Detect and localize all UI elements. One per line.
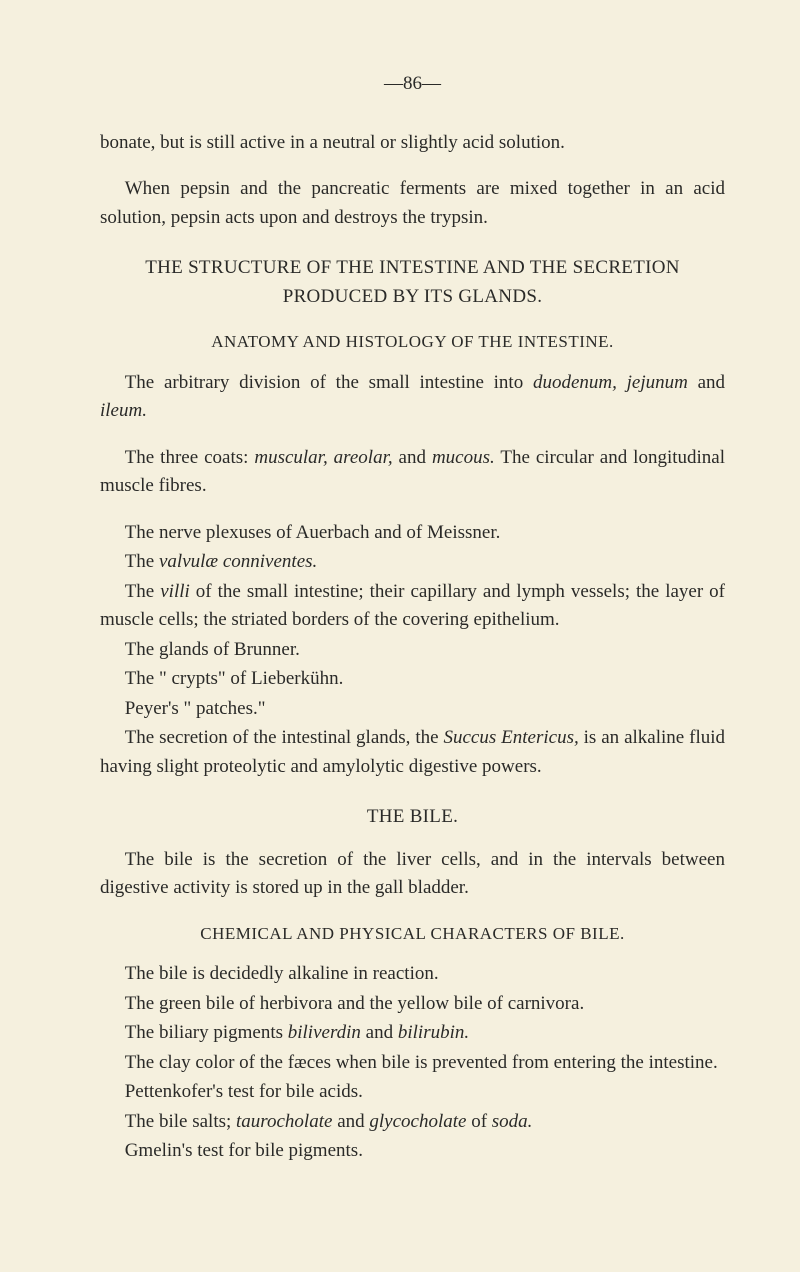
page-number: —86—	[100, 70, 725, 99]
list-item-pettenkofer: Pettenkofer's test for bile acids.	[100, 1078, 725, 1107]
list-item-valvulae: The valvulæ conniventes.	[100, 548, 725, 577]
list-item-clay: The clay color of the fæces when bile is…	[100, 1049, 725, 1078]
list-item-peyer: Peyer's " patches."	[100, 695, 725, 724]
italic-duodenum: duodenum, jejunum	[533, 372, 688, 393]
italic-ileum: ileum.	[100, 400, 147, 421]
text: The	[125, 581, 161, 602]
paragraph-3: The arbitrary division of the small inte…	[100, 369, 725, 426]
italic-villi: villi	[160, 581, 190, 602]
text: The biliary pigments	[125, 1022, 288, 1043]
text: The arbitrary division of the small inte…	[125, 372, 533, 393]
text: The secretion of the intestinal glands, …	[125, 727, 444, 748]
text: and	[332, 1111, 369, 1132]
italic-mucous: mucous.	[432, 447, 495, 468]
text: of the small intestine; their capillary …	[100, 581, 725, 631]
text: and	[688, 372, 725, 393]
list-item-bile-salts: The bile salts; taurocholate and glycoch…	[100, 1108, 725, 1137]
italic-bilirubin: bilirubin.	[398, 1022, 469, 1043]
paragraph-5: The secretion of the intestinal glands, …	[100, 724, 725, 781]
text: and	[361, 1022, 398, 1043]
italic-succus: Succus Entericus,	[443, 727, 578, 748]
italic-valvulae: valvulæ conniventes.	[159, 551, 317, 572]
paragraph-2: When pepsin and the pancreatic ferments …	[100, 175, 725, 232]
heading-bile: THE BILE.	[100, 803, 725, 832]
subheading-anatomy: ANATOMY AND HISTOLOGY OF THE INTESTINE.	[100, 329, 725, 355]
subheading-chemical: CHEMICAL AND PHYSICAL CHARACTERS OF BILE…	[100, 921, 725, 947]
text: and	[393, 447, 432, 468]
paragraph-1: bonate, but is still active in a neutral…	[100, 129, 725, 158]
italic-taurocholate: taurocholate	[236, 1111, 332, 1132]
list-item-brunner: The glands of Brunner.	[100, 636, 725, 665]
list-item-villi: The villi of the small intestine; their …	[100, 578, 725, 635]
italic-biliverdin: biliverdin	[288, 1022, 361, 1043]
list-item-alkaline: The bile is decidedly alkaline in reacti…	[100, 960, 725, 989]
list-item-crypts: The " crypts" of Lieberkühn.	[100, 665, 725, 694]
heading-structure: THE STRUCTURE OF THE INTESTINE AND THE S…	[100, 254, 725, 311]
italic-soda: soda.	[492, 1111, 533, 1132]
text: The three coats:	[125, 447, 255, 468]
list-item-nerve: The nerve plexuses of Auerbach and of Me…	[100, 519, 725, 548]
paragraph-6: The bile is the secretion of the liver c…	[100, 846, 725, 903]
paragraph-4: The three coats: muscular, areolar, and …	[100, 444, 725, 501]
text: of	[466, 1111, 491, 1132]
text: The bile salts;	[125, 1111, 236, 1132]
italic-glycocholate: glycocholate	[369, 1111, 466, 1132]
list-item-pigments: The biliary pigments biliverdin and bili…	[100, 1019, 725, 1048]
text: The	[125, 551, 159, 572]
list-item-green-bile: The green bile of herbivora and the yell…	[100, 990, 725, 1019]
italic-coats: muscular, areolar,	[254, 447, 392, 468]
list-item-gmelin: Gmelin's test for bile pigments.	[100, 1137, 725, 1166]
